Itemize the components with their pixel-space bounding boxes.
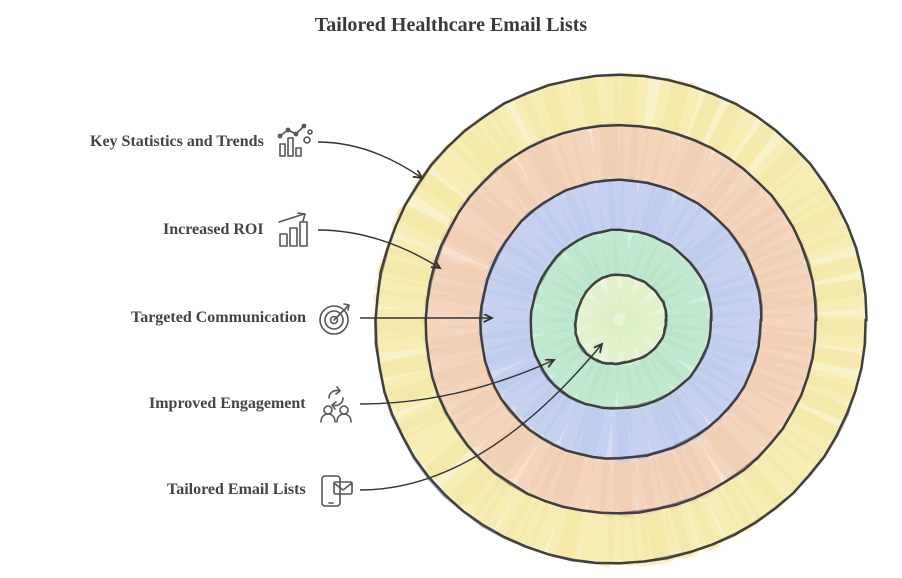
label-text-3: Improved Engagement [149,395,306,413]
label-text-1: Increased ROI [163,221,264,239]
bars-up-icon [274,210,314,250]
label-row-2: Targeted Communication [131,298,356,338]
label-row-4: Tailored Email Lists [167,470,356,510]
label-row-0: Key Statistics and Trends [90,122,314,162]
label-text-4: Tailored Email Lists [167,481,306,499]
concentric-rings [0,0,902,578]
mail-phone-icon [316,470,356,510]
label-row-3: Improved Engagement [149,384,356,424]
label-row-1: Increased ROI [163,210,314,250]
target-icon [316,298,356,338]
label-text-2: Targeted Communication [131,309,306,327]
people-loop-icon [316,384,356,424]
label-text-0: Key Statistics and Trends [90,133,264,151]
stats-chart-icon [274,122,314,162]
